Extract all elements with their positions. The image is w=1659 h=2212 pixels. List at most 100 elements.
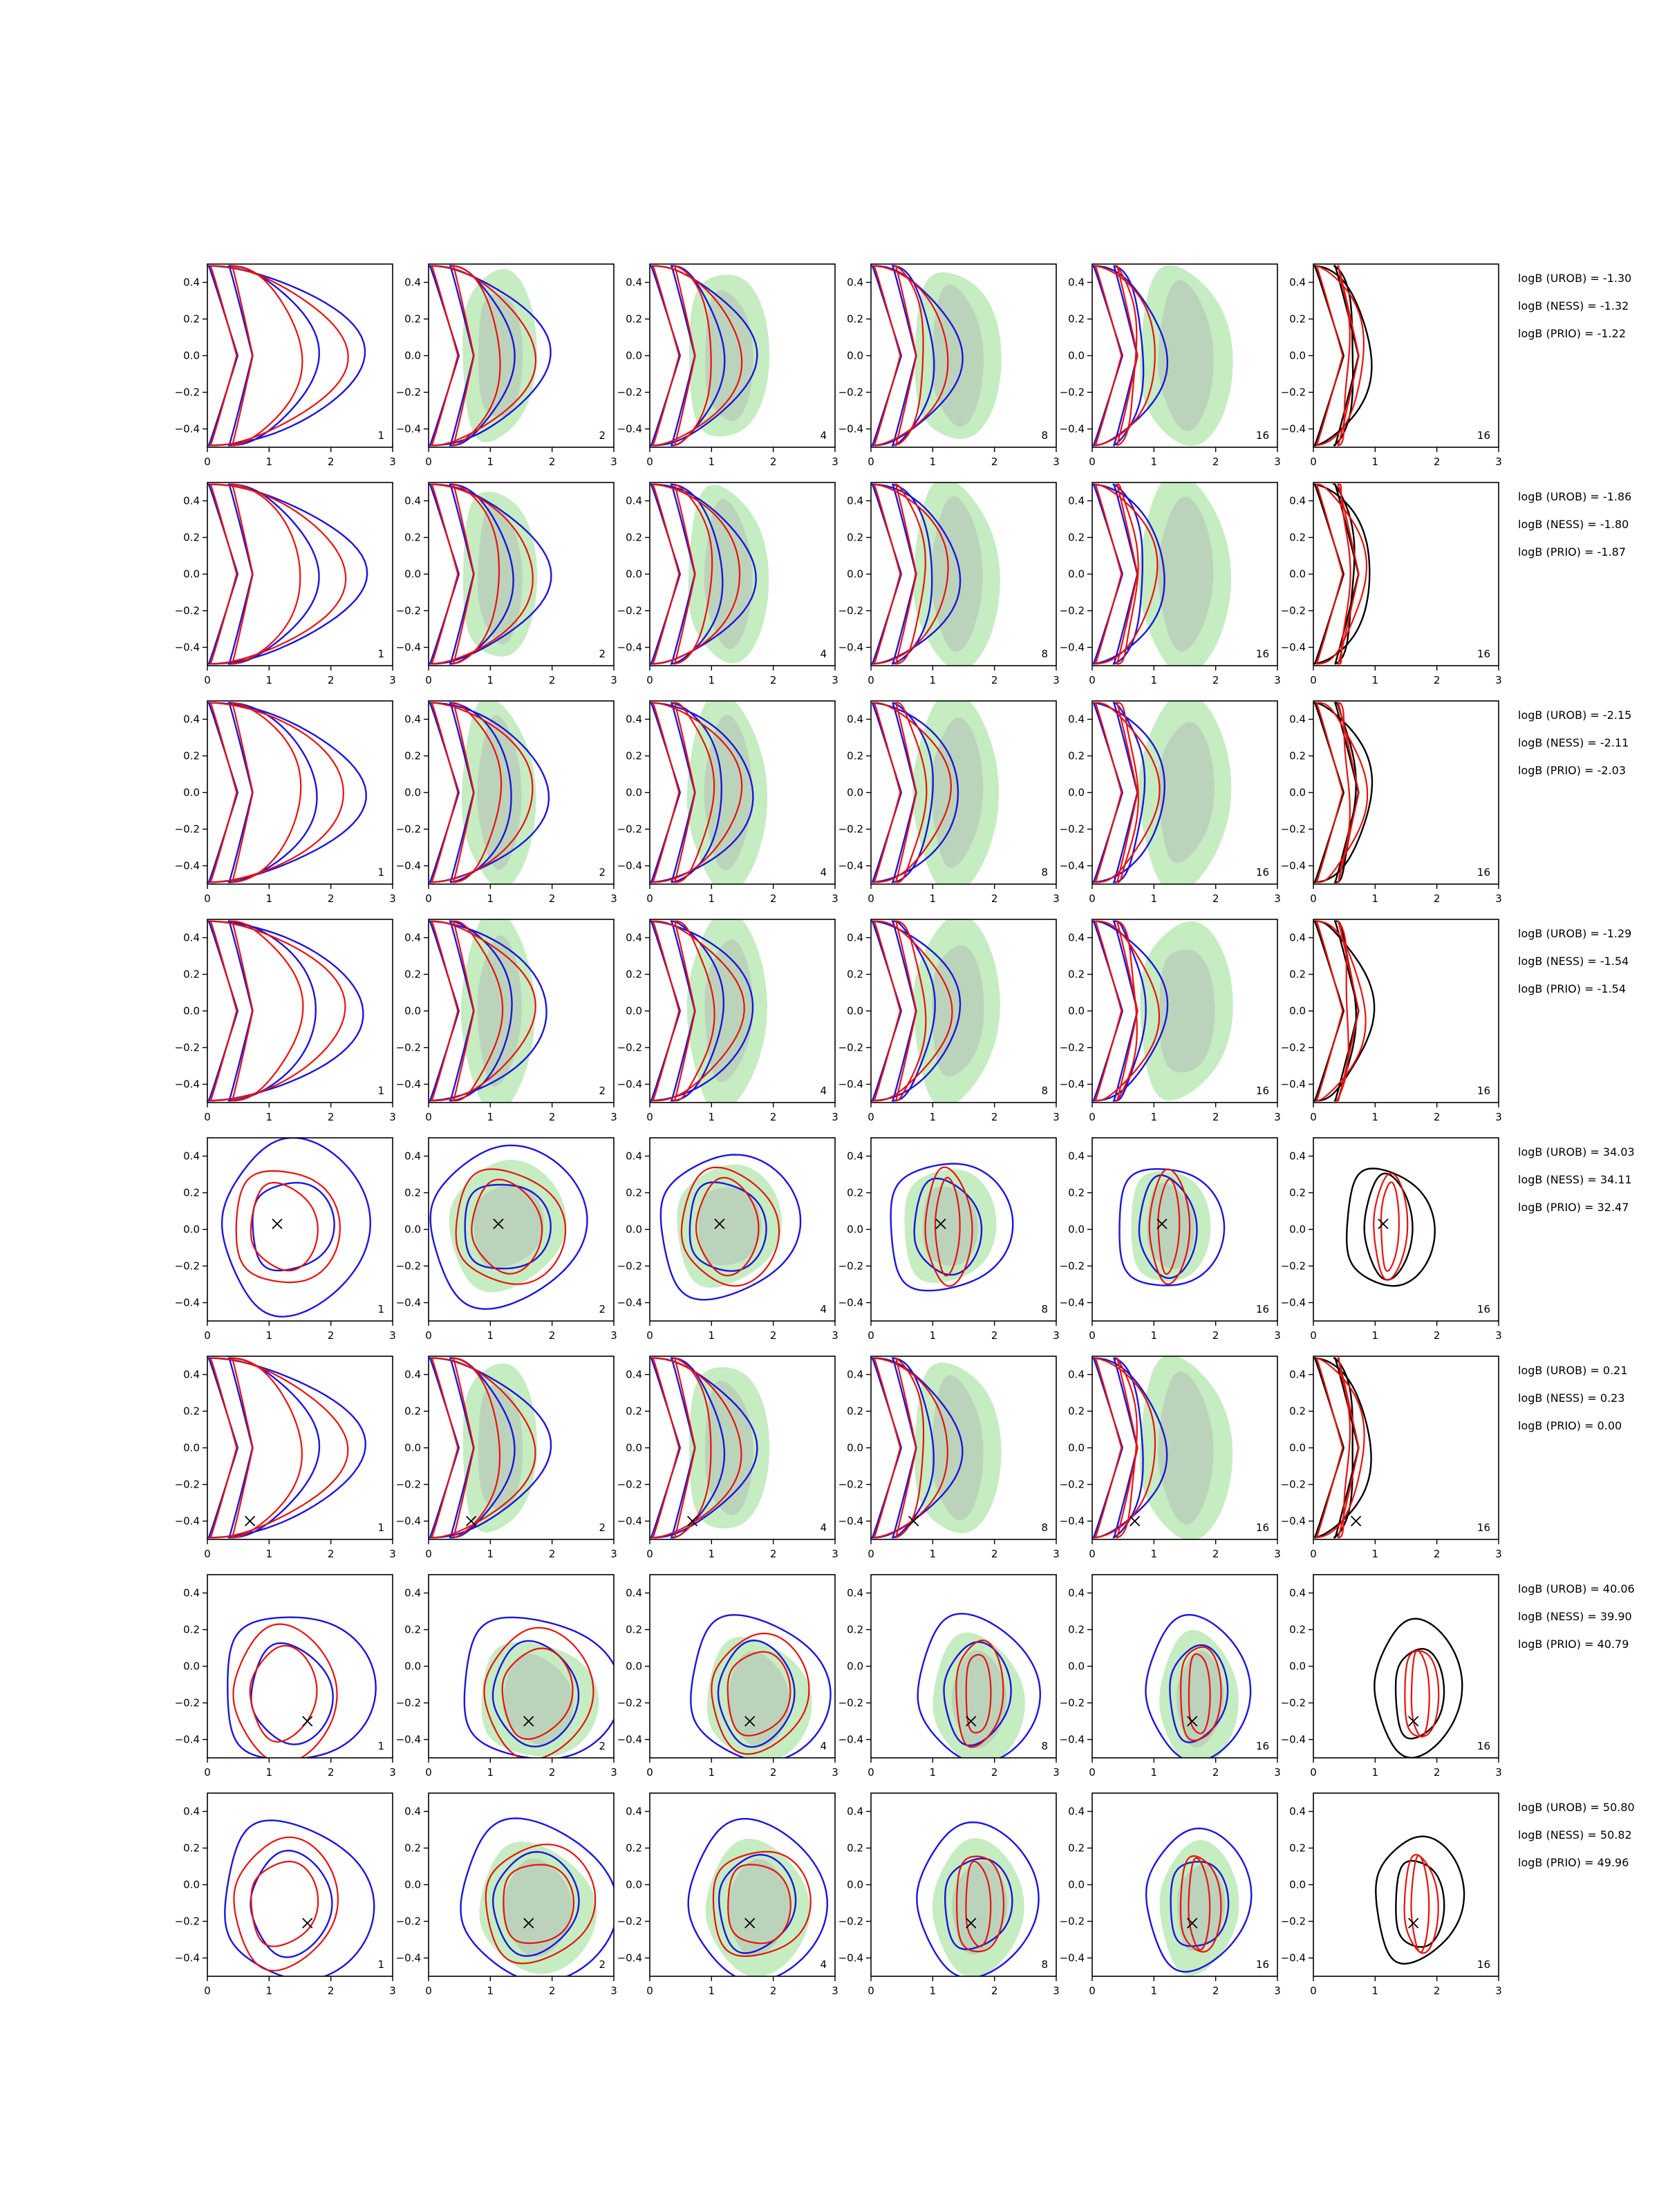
red-contour-outer bbox=[430, 702, 534, 883]
red-contour-outer bbox=[680, 1166, 780, 1287]
base-contour-outer bbox=[1346, 1168, 1436, 1287]
y-tick-label: −0.2 bbox=[1060, 1042, 1085, 1054]
x-tick-label: 3 bbox=[1495, 1985, 1502, 1997]
y-tick-label: −0.4 bbox=[1281, 1297, 1306, 1309]
subplot-r7-c6: 0 1 2 3 0.4 0.2 0.0 −0.2 −0.4 16 bbox=[1281, 1574, 1502, 1779]
contour-layer bbox=[1092, 920, 1233, 1102]
truth-marker bbox=[714, 1218, 725, 1230]
y-tick-label: 0.0 bbox=[1289, 568, 1306, 581]
y-tick-label: 0.4 bbox=[1289, 495, 1306, 507]
panel-label: 1 bbox=[377, 1958, 384, 1971]
subplot-r7-c5: 0 1 2 3 0.4 0.2 0.0 −0.2 −0.4 16 bbox=[1060, 1574, 1281, 1779]
y-tick-label: 0.0 bbox=[183, 568, 200, 581]
subplot-r6-c3: 0 1 2 3 0.4 0.2 0.0 −0.2 −0.4 4 bbox=[617, 1356, 838, 1560]
probability-fill-inner bbox=[1159, 722, 1215, 863]
x-tick-label: 1 bbox=[709, 892, 715, 905]
base-contour-outer bbox=[890, 1163, 1014, 1292]
red-contour-inner bbox=[1114, 1357, 1138, 1539]
x-tick-label: 3 bbox=[1274, 1985, 1281, 1997]
y-tick-label: 0.4 bbox=[183, 1150, 200, 1163]
panel-label: 1 bbox=[377, 1303, 384, 1315]
truth-marker bbox=[245, 1515, 256, 1527]
panel-label: 16 bbox=[1477, 1740, 1490, 1752]
x-tick-label: 2 bbox=[549, 892, 556, 905]
y-tick-label: 0.0 bbox=[626, 1879, 642, 1891]
red-contour-outer bbox=[1179, 1855, 1222, 1953]
base-contour-inner bbox=[1138, 1174, 1198, 1280]
probability-fill-inner bbox=[478, 503, 523, 645]
x-tick-label: 2 bbox=[770, 456, 777, 468]
y-tick-label: −0.2 bbox=[838, 605, 863, 617]
x-tick-label: 1 bbox=[266, 456, 273, 468]
truth-marker bbox=[1408, 1918, 1419, 1929]
y-tick-label: −0.4 bbox=[175, 1734, 200, 1746]
contour-layer bbox=[207, 265, 366, 447]
x-tick-label: 2 bbox=[991, 1111, 998, 1123]
contour-layer bbox=[1313, 702, 1374, 883]
y-tick-label: 0.2 bbox=[1289, 1624, 1306, 1636]
truth-marker bbox=[493, 1218, 504, 1230]
x-tick-label: 2 bbox=[770, 674, 777, 686]
x-tick-label: 2 bbox=[991, 1766, 998, 1779]
y-tick-label: 0.4 bbox=[1289, 1806, 1306, 1818]
red-contour-inner bbox=[249, 1644, 318, 1743]
y-tick-label: −0.2 bbox=[617, 605, 642, 617]
probability-fill-inner bbox=[932, 945, 984, 1077]
x-tick-label: 2 bbox=[770, 1985, 777, 1997]
subplot-r5-c3: 0 1 2 3 0.4 0.2 0.0 −0.2 −0.4 4 bbox=[617, 1137, 838, 1342]
y-tick-label: 0.0 bbox=[626, 787, 642, 799]
logb-annotation: logB (NESS) = 39.90 bbox=[1518, 1610, 1632, 1623]
x-tick-label: 1 bbox=[709, 674, 715, 686]
y-tick-label: −0.2 bbox=[396, 1697, 421, 1709]
y-tick-label: 0.2 bbox=[404, 1405, 421, 1418]
x-tick-label: 0 bbox=[1310, 1548, 1317, 1560]
panel-label: 4 bbox=[820, 1085, 827, 1097]
probability-fill-inner bbox=[931, 717, 984, 868]
red-contour-inner bbox=[250, 1181, 319, 1272]
x-tick-label: 2 bbox=[1434, 674, 1441, 686]
subplot-r1-c3: 0 1 2 3 0.4 0.2 0.0 −0.2 −0.4 4 bbox=[617, 263, 838, 468]
x-tick-label: 1 bbox=[1151, 456, 1158, 468]
subplot-r8-c1: 0 1 2 3 0.4 0.2 0.0 −0.2 −0.4 1 bbox=[175, 1792, 396, 1997]
y-tick-label: −0.2 bbox=[617, 1042, 642, 1054]
x-tick-label: 2 bbox=[328, 456, 335, 468]
contour-layer bbox=[650, 701, 768, 884]
y-tick-label: 0.2 bbox=[847, 313, 863, 326]
y-tick-label: 0.0 bbox=[1289, 1005, 1306, 1018]
y-tick-label: 0.0 bbox=[847, 1879, 863, 1891]
x-tick-label: 0 bbox=[204, 674, 211, 686]
x-tick-label: 2 bbox=[1212, 1111, 1219, 1123]
contour-layer bbox=[1313, 265, 1373, 447]
y-tick-label: 0.0 bbox=[847, 787, 863, 799]
probability-fill-inner bbox=[477, 935, 522, 1087]
subplot-r6-c6: 0 1 2 3 0.4 0.2 0.0 −0.2 −0.4 16 bbox=[1281, 1356, 1502, 1560]
y-tick-label: −0.2 bbox=[1060, 1697, 1085, 1709]
x-tick-label: 3 bbox=[389, 1985, 396, 1997]
y-tick-label: 0.4 bbox=[626, 713, 642, 726]
y-tick-label: −0.4 bbox=[175, 423, 200, 435]
x-tick-label: 0 bbox=[868, 456, 874, 468]
contour-layer bbox=[1092, 701, 1232, 884]
y-tick-label: 0.4 bbox=[404, 1587, 421, 1600]
logb-annotation: logB (NESS) = -1.54 bbox=[1518, 955, 1629, 968]
y-tick-label: 0.2 bbox=[183, 313, 200, 326]
y-tick-label: 0.4 bbox=[626, 932, 642, 944]
truth-marker bbox=[1187, 1918, 1198, 1929]
x-tick-label: 0 bbox=[868, 1766, 874, 1779]
red-contour-outer bbox=[1315, 483, 1368, 665]
panel-label: 16 bbox=[1256, 1085, 1269, 1097]
x-tick-label: 0 bbox=[1310, 1766, 1317, 1779]
logb-annotation: logB (UROB) = -2.15 bbox=[1518, 709, 1631, 722]
y-tick-label: −0.2 bbox=[617, 386, 642, 399]
y-tick-label: −0.4 bbox=[838, 1297, 863, 1309]
x-tick-label: 1 bbox=[487, 1766, 494, 1779]
y-tick-label: −0.2 bbox=[838, 1042, 863, 1054]
y-tick-label: −0.4 bbox=[396, 860, 421, 872]
x-tick-label: 0 bbox=[868, 1548, 874, 1560]
red-contour-outer bbox=[209, 702, 345, 883]
x-tick-label: 0 bbox=[425, 1329, 432, 1342]
x-tick-label: 0 bbox=[646, 1329, 653, 1342]
x-tick-label: 0 bbox=[1310, 1985, 1317, 1997]
panel-label: 2 bbox=[599, 429, 606, 442]
base-contour-inner bbox=[250, 1642, 334, 1745]
